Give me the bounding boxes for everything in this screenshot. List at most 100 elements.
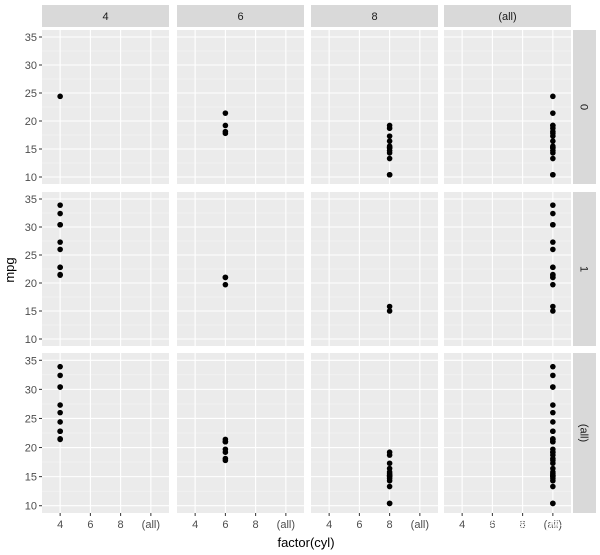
data-point	[57, 271, 63, 278]
data-point	[57, 221, 63, 228]
strip-row-label: (all)	[578, 424, 590, 442]
data-point	[222, 436, 229, 443]
data-point	[386, 449, 393, 456]
data-point	[57, 246, 63, 253]
data-point	[550, 274, 556, 281]
x-tick-label: 4	[192, 519, 198, 531]
data-point	[550, 246, 556, 253]
y-tick-label: 10	[25, 501, 37, 513]
data-point	[386, 460, 393, 467]
y-tick-label: 10	[25, 172, 37, 184]
data-point	[550, 372, 556, 379]
data-point	[550, 171, 556, 178]
data-point	[57, 409, 63, 416]
y-tick-label: 15	[25, 144, 37, 156]
data-point	[222, 110, 229, 116]
data-point	[550, 133, 556, 139]
y-tick-label: 25	[25, 88, 37, 100]
watermark-text: 知乎 @重庆淋铭	[465, 517, 574, 534]
y-tick-label: 25	[25, 413, 37, 425]
data-point	[550, 308, 556, 314]
data-point	[57, 436, 63, 443]
data-point	[550, 138, 556, 144]
data-point	[550, 402, 556, 408]
data-point	[550, 428, 556, 435]
x-tick-label: (all)	[411, 519, 429, 531]
x-tick-label: 4	[459, 519, 465, 531]
y-tick-label: 25	[25, 250, 37, 262]
strip-col-label: (all)	[498, 11, 516, 23]
y-tick-label: 20	[25, 116, 37, 128]
data-point	[222, 274, 229, 281]
x-tick-label: (all)	[277, 519, 295, 531]
y-tick-label: 30	[25, 222, 37, 234]
data-point	[57, 264, 63, 271]
data-point	[386, 469, 393, 475]
strip-row-2	[573, 353, 596, 513]
data-point	[386, 500, 393, 507]
data-point	[550, 239, 556, 245]
y-tick-label: 35	[25, 32, 37, 44]
strip-col-label: 4	[102, 11, 108, 23]
data-point	[386, 133, 393, 139]
data-point	[550, 145, 556, 151]
data-point	[57, 419, 63, 425]
data-point	[550, 264, 556, 271]
data-point	[386, 122, 393, 129]
data-point	[550, 469, 556, 475]
strip-row-label: 0	[578, 104, 590, 110]
x-tick-label: 6	[87, 519, 93, 531]
data-point	[550, 122, 556, 129]
x-tick-label: (all)	[142, 519, 160, 531]
x-tick-label: 6	[489, 519, 495, 531]
data-point	[57, 239, 63, 245]
data-point	[222, 122, 229, 129]
data-point	[550, 409, 556, 416]
y-tick-label: 35	[25, 194, 37, 206]
x-tick-label: 4	[57, 519, 63, 531]
data-point	[57, 384, 63, 390]
data-point	[222, 130, 229, 137]
data-point	[222, 457, 229, 464]
data-point	[550, 155, 556, 162]
data-point	[550, 460, 556, 467]
data-point	[386, 145, 393, 151]
data-point	[550, 483, 556, 490]
x-tick-label: 8	[520, 519, 526, 531]
data-point	[222, 281, 229, 288]
data-point	[386, 171, 393, 178]
strip-col-label: 8	[371, 11, 377, 23]
x-axis-title: factor(cyl)	[277, 535, 334, 550]
data-point	[550, 419, 556, 425]
y-tick-label: 35	[25, 355, 37, 367]
strip-col-2	[311, 5, 438, 27]
data-point	[57, 93, 63, 100]
data-point	[386, 155, 393, 162]
strip-col-0	[42, 5, 169, 27]
data-point	[57, 363, 63, 370]
x-tick-label: 8	[253, 519, 259, 531]
data-point	[550, 363, 556, 370]
x-tick-label: 8	[387, 519, 393, 531]
data-point	[386, 473, 393, 480]
y-axis-title: mpg	[2, 257, 17, 282]
data-point	[550, 221, 556, 228]
y-tick-label: 20	[25, 443, 37, 455]
data-point	[550, 473, 556, 480]
data-point	[550, 202, 556, 208]
x-tick-label: 6	[222, 519, 228, 531]
data-point	[386, 303, 393, 310]
y-tick-label: 15	[25, 306, 37, 318]
strip-col-3	[444, 5, 571, 27]
strip-col-label: 6	[237, 11, 243, 23]
data-point	[222, 446, 229, 453]
data-point	[550, 281, 556, 288]
data-point	[57, 428, 63, 435]
y-tick-label: 15	[25, 472, 37, 484]
data-point	[386, 138, 393, 144]
x-tick-label: (all)	[544, 519, 562, 531]
strip-col-1	[177, 5, 304, 27]
data-point	[550, 436, 556, 443]
data-point	[386, 483, 393, 490]
